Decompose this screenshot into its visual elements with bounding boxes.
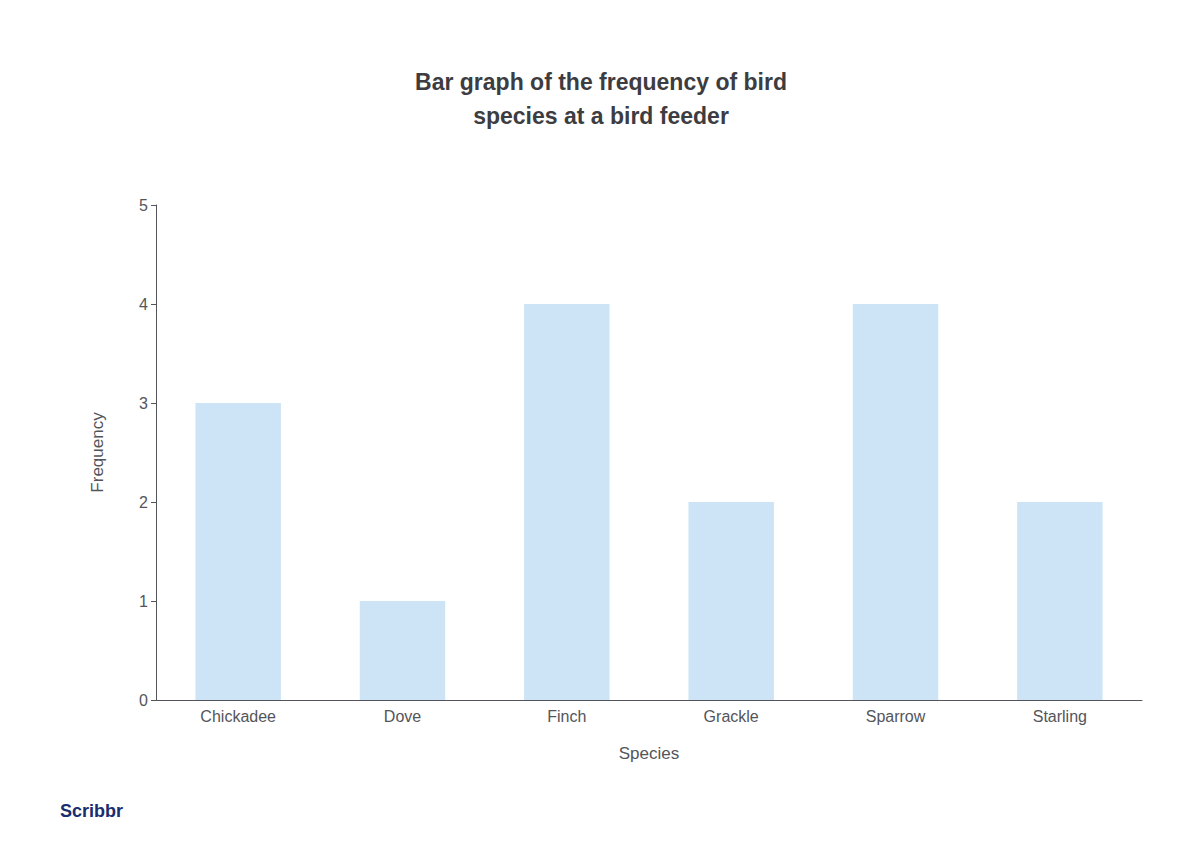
svg-text:Scribbr: Scribbr — [60, 801, 123, 821]
svg-text:5: 5 — [139, 197, 148, 214]
svg-text:Chickadee: Chickadee — [200, 708, 276, 725]
svg-text:2: 2 — [139, 494, 148, 511]
svg-text:Sparrow: Sparrow — [866, 708, 926, 725]
svg-text:Species: Species — [619, 744, 679, 763]
svg-text:species at a bird feeder: species at a bird feeder — [473, 103, 729, 129]
svg-text:Bar graph of the frequency of: Bar graph of the frequency of bird — [415, 69, 787, 95]
svg-text:Grackle: Grackle — [704, 708, 759, 725]
svg-text:Frequency: Frequency — [88, 412, 107, 493]
svg-text:Finch: Finch — [547, 708, 586, 725]
svg-text:1: 1 — [139, 593, 148, 610]
svg-text:3: 3 — [139, 395, 148, 412]
svg-text:0: 0 — [139, 692, 148, 709]
svg-text:Starling: Starling — [1033, 708, 1087, 725]
svg-text:4: 4 — [139, 296, 148, 313]
svg-text:Dove: Dove — [384, 708, 421, 725]
